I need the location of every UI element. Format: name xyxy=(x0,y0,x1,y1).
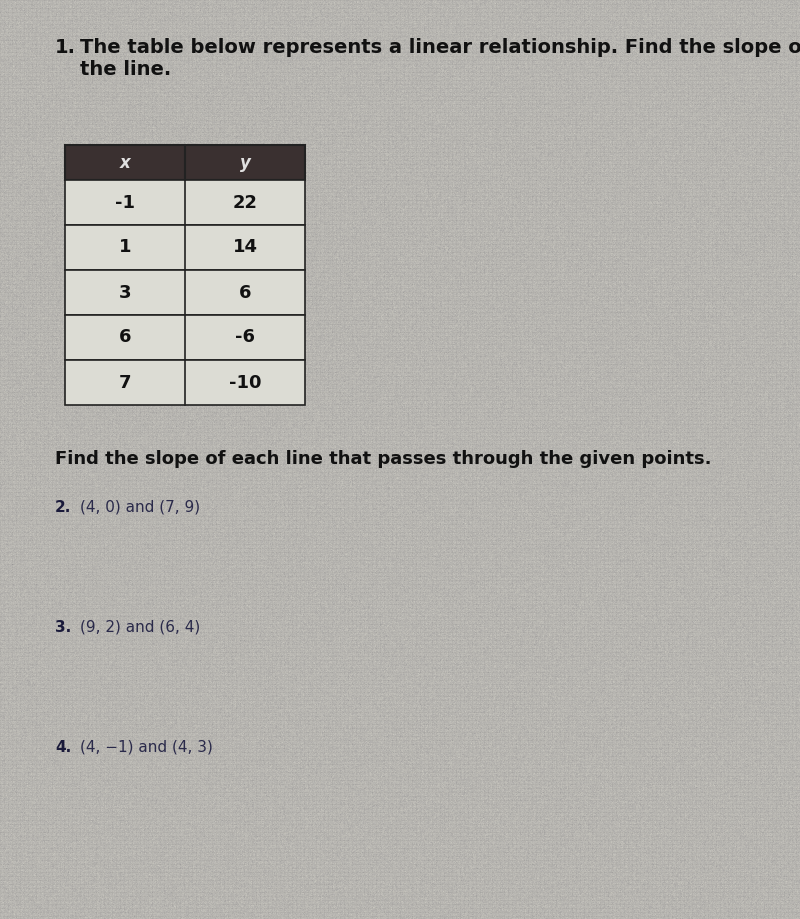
Text: 7: 7 xyxy=(118,373,131,391)
Text: 22: 22 xyxy=(233,194,258,211)
Text: 6: 6 xyxy=(118,328,131,346)
Text: x: x xyxy=(120,153,130,172)
Bar xyxy=(65,360,305,405)
Text: Find the slope of each line that passes through the given points.: Find the slope of each line that passes … xyxy=(55,450,711,468)
Text: 3.: 3. xyxy=(55,620,71,635)
Text: 1: 1 xyxy=(118,239,131,256)
Bar xyxy=(65,270,305,315)
Text: (9, 2) and (6, 4): (9, 2) and (6, 4) xyxy=(80,620,200,635)
Text: -1: -1 xyxy=(115,194,135,211)
Text: (4, 0) and (7, 9): (4, 0) and (7, 9) xyxy=(80,500,200,515)
Text: 14: 14 xyxy=(233,239,258,256)
Text: 1.: 1. xyxy=(55,38,76,57)
Text: 2.: 2. xyxy=(55,500,71,515)
Text: 6: 6 xyxy=(238,283,251,301)
Text: y: y xyxy=(239,153,250,172)
Bar xyxy=(65,145,305,180)
Text: 4.: 4. xyxy=(55,740,71,755)
Bar xyxy=(65,315,305,360)
Text: -10: -10 xyxy=(229,373,262,391)
Bar xyxy=(65,225,305,270)
Text: The table below represents a linear relationship. Find the slope of
the line.: The table below represents a linear rela… xyxy=(80,38,800,79)
Text: 3: 3 xyxy=(118,283,131,301)
Text: (4, −1) and (4, 3): (4, −1) and (4, 3) xyxy=(80,740,213,755)
Text: -6: -6 xyxy=(235,328,255,346)
Bar xyxy=(65,180,305,225)
